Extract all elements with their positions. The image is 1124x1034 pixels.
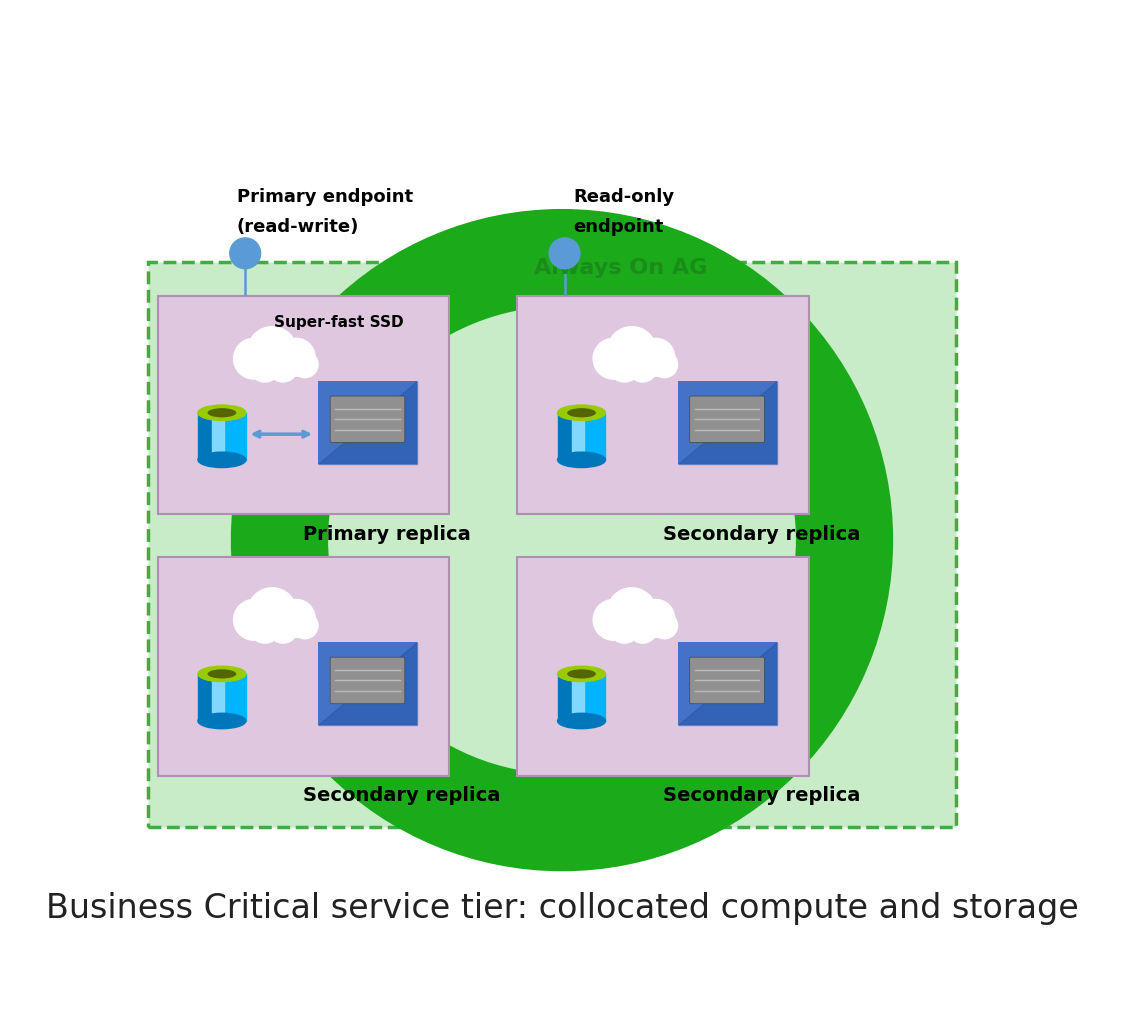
Ellipse shape xyxy=(558,666,606,681)
Text: (read-write): (read-write) xyxy=(237,218,359,236)
Circle shape xyxy=(637,338,674,376)
Text: Read-only: Read-only xyxy=(573,188,674,206)
Circle shape xyxy=(234,338,274,379)
Polygon shape xyxy=(221,674,246,721)
Polygon shape xyxy=(212,413,225,460)
Ellipse shape xyxy=(558,452,606,467)
Text: Primary replica: Primary replica xyxy=(303,524,471,544)
Circle shape xyxy=(248,349,281,382)
FancyBboxPatch shape xyxy=(678,642,777,726)
Circle shape xyxy=(247,327,297,376)
Circle shape xyxy=(229,238,261,269)
Circle shape xyxy=(608,349,641,382)
Polygon shape xyxy=(221,413,246,460)
Polygon shape xyxy=(198,674,221,721)
Polygon shape xyxy=(572,674,584,721)
Circle shape xyxy=(550,238,580,269)
Circle shape xyxy=(652,352,678,377)
Text: Secondary replica: Secondary replica xyxy=(303,786,501,804)
FancyBboxPatch shape xyxy=(517,296,808,515)
Ellipse shape xyxy=(208,408,236,418)
Text: Secondary replica: Secondary replica xyxy=(663,524,860,544)
Text: Always On AG: Always On AG xyxy=(534,257,707,278)
Circle shape xyxy=(608,611,641,643)
Text: Primary endpoint: Primary endpoint xyxy=(237,188,413,206)
Circle shape xyxy=(269,614,298,643)
Polygon shape xyxy=(581,413,606,460)
Circle shape xyxy=(292,352,318,377)
Text: Secondary replica: Secondary replica xyxy=(663,786,860,804)
Ellipse shape xyxy=(198,452,246,467)
Ellipse shape xyxy=(558,405,606,421)
Ellipse shape xyxy=(198,405,246,421)
Text: Business Critical service tier: collocated compute and storage: Business Critical service tier: collocat… xyxy=(46,891,1078,924)
Ellipse shape xyxy=(198,713,246,729)
Circle shape xyxy=(637,600,674,637)
Polygon shape xyxy=(212,674,225,721)
Ellipse shape xyxy=(558,713,606,729)
Polygon shape xyxy=(558,413,581,460)
Polygon shape xyxy=(678,642,777,726)
FancyBboxPatch shape xyxy=(690,396,764,443)
Polygon shape xyxy=(318,642,417,726)
FancyBboxPatch shape xyxy=(147,262,955,827)
Circle shape xyxy=(248,611,281,643)
Circle shape xyxy=(628,614,658,643)
Circle shape xyxy=(607,327,656,376)
Ellipse shape xyxy=(208,669,236,678)
Polygon shape xyxy=(558,674,581,721)
Ellipse shape xyxy=(568,669,596,678)
Circle shape xyxy=(593,600,634,640)
Circle shape xyxy=(247,587,297,637)
Text: Super-fast SSD: Super-fast SSD xyxy=(273,314,404,330)
Circle shape xyxy=(593,338,634,379)
Ellipse shape xyxy=(568,408,596,418)
FancyBboxPatch shape xyxy=(330,396,405,443)
Polygon shape xyxy=(198,413,221,460)
Circle shape xyxy=(652,612,678,639)
Circle shape xyxy=(278,338,315,376)
Polygon shape xyxy=(581,674,606,721)
FancyBboxPatch shape xyxy=(690,658,764,704)
FancyBboxPatch shape xyxy=(157,557,448,776)
Circle shape xyxy=(628,353,658,382)
Polygon shape xyxy=(678,382,777,464)
Circle shape xyxy=(607,587,656,637)
Polygon shape xyxy=(572,413,584,460)
Text: endpoint: endpoint xyxy=(573,218,663,236)
FancyBboxPatch shape xyxy=(318,382,417,464)
Circle shape xyxy=(278,600,315,637)
Circle shape xyxy=(292,612,318,639)
FancyBboxPatch shape xyxy=(318,642,417,726)
Circle shape xyxy=(234,600,274,640)
FancyBboxPatch shape xyxy=(517,557,808,776)
FancyBboxPatch shape xyxy=(678,382,777,464)
FancyBboxPatch shape xyxy=(330,658,405,704)
Ellipse shape xyxy=(198,666,246,681)
FancyBboxPatch shape xyxy=(157,296,448,515)
Polygon shape xyxy=(318,382,417,464)
Circle shape xyxy=(269,353,298,382)
